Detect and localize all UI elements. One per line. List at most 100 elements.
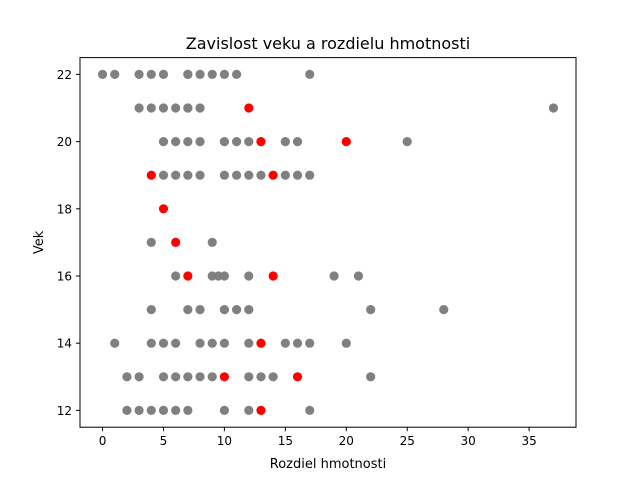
data-point <box>158 170 169 180</box>
y-tick-label: 14 <box>57 337 72 351</box>
data-point <box>219 405 230 415</box>
data-point <box>195 338 205 348</box>
highlight-data-point <box>268 170 278 180</box>
data-point <box>158 137 169 147</box>
data-point <box>171 405 181 415</box>
data-point <box>231 170 242 180</box>
data-point <box>366 305 376 315</box>
chart-title: Zavislost veku a rozdielu hmotnosti <box>186 34 470 53</box>
y-tick-label: 18 <box>57 202 72 216</box>
highlight-data-point <box>268 271 278 281</box>
data-point <box>280 137 290 147</box>
data-point <box>207 372 217 382</box>
x-tick-label: 0 <box>99 434 107 448</box>
data-point <box>171 338 181 348</box>
data-point <box>305 405 315 415</box>
data-point <box>256 170 266 180</box>
data-point <box>195 103 205 113</box>
x-axis-label: Rozdiel hmotnosti <box>270 457 386 472</box>
data-point <box>110 338 120 348</box>
data-point <box>158 372 169 382</box>
data-point <box>134 372 144 382</box>
data-point <box>195 305 205 315</box>
data-point <box>231 137 242 147</box>
highlight-data-point <box>256 405 266 415</box>
data-point <box>183 69 193 79</box>
data-point <box>183 405 193 415</box>
x-tick-label: 30 <box>461 434 476 448</box>
data-point <box>146 69 156 79</box>
x-tick-label: 25 <box>400 434 415 448</box>
data-point <box>158 338 169 348</box>
y-tick-label: 12 <box>57 404 72 418</box>
data-point <box>146 237 156 247</box>
highlight-data-point <box>219 372 230 382</box>
data-point <box>183 305 193 315</box>
data-point <box>244 271 254 281</box>
y-tick-label: 16 <box>57 270 72 284</box>
data-point <box>171 103 181 113</box>
data-point <box>280 170 290 180</box>
data-point <box>439 305 449 315</box>
data-point <box>171 271 181 281</box>
data-point <box>305 69 315 79</box>
data-point <box>134 69 144 79</box>
data-point <box>195 137 205 147</box>
x-tick-label: 5 <box>160 434 168 448</box>
data-point <box>207 338 217 348</box>
data-point <box>329 271 339 281</box>
data-point <box>402 137 412 147</box>
data-point <box>292 137 303 147</box>
data-point <box>207 237 217 247</box>
data-point <box>134 405 144 415</box>
data-point <box>146 338 156 348</box>
data-point <box>219 137 230 147</box>
data-point <box>195 170 205 180</box>
data-point <box>158 69 169 79</box>
data-point <box>219 170 230 180</box>
data-point <box>219 338 230 348</box>
data-point <box>183 170 193 180</box>
plot-area-frame <box>79 57 577 428</box>
data-point <box>341 338 351 348</box>
data-point <box>353 271 364 281</box>
data-point <box>183 103 193 113</box>
y-axis-label: Vek <box>32 230 47 254</box>
data-point <box>366 372 376 382</box>
highlight-data-point <box>171 237 181 247</box>
data-point <box>244 405 254 415</box>
data-point <box>256 372 266 382</box>
data-point <box>171 170 181 180</box>
highlight-data-point <box>183 271 193 281</box>
highlight-data-point <box>146 170 156 180</box>
data-point <box>244 372 254 382</box>
data-point <box>195 372 205 382</box>
data-point <box>292 170 303 180</box>
x-tick-label: 15 <box>278 434 293 448</box>
data-point <box>183 137 193 147</box>
data-point <box>171 372 181 382</box>
data-point <box>244 305 254 315</box>
data-point <box>219 69 230 79</box>
y-tick-label: 22 <box>57 68 72 82</box>
data-point <box>244 137 254 147</box>
data-point <box>231 69 242 79</box>
data-point <box>268 372 278 382</box>
x-tick-label: 10 <box>217 434 232 448</box>
data-point <box>122 405 132 415</box>
data-point <box>548 103 559 113</box>
highlight-data-point <box>256 137 266 147</box>
data-point <box>195 69 205 79</box>
data-point <box>158 103 169 113</box>
data-point <box>146 103 156 113</box>
data-point <box>207 69 217 79</box>
data-point <box>158 405 169 415</box>
highlight-data-point <box>158 204 169 214</box>
data-point <box>280 338 290 348</box>
data-point <box>110 69 120 79</box>
data-point <box>122 372 132 382</box>
data-point <box>305 338 315 348</box>
highlight-data-point <box>256 338 266 348</box>
